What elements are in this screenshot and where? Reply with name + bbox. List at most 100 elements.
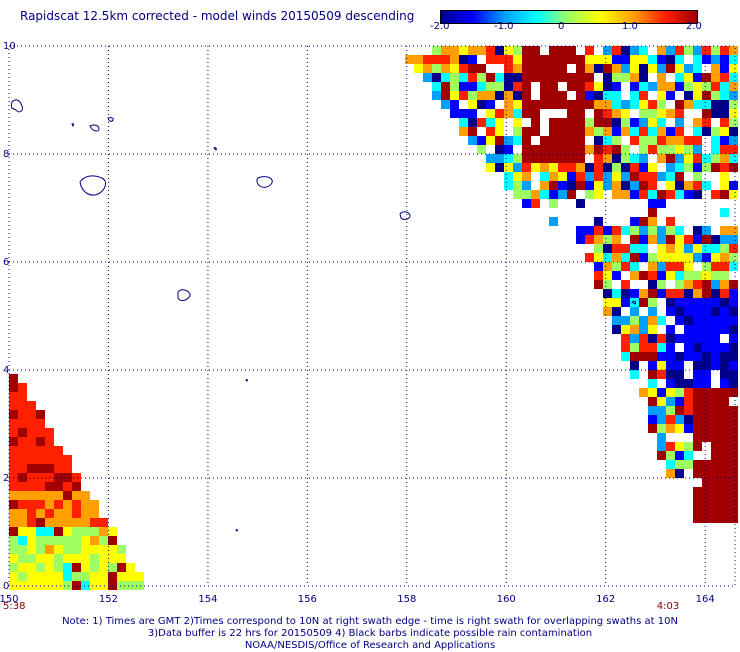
swath-pixel <box>612 289 621 298</box>
swath-pixel <box>54 446 63 455</box>
swath-pixel <box>9 509 18 518</box>
swath-pixel <box>711 163 720 172</box>
swath-pixel <box>729 361 738 370</box>
swath-pixel <box>477 73 486 82</box>
swath-pixel <box>99 536 108 545</box>
swath-pixel <box>594 280 603 289</box>
swath-pixel <box>108 572 117 581</box>
swath-pixel <box>9 428 18 437</box>
swath-pixel <box>18 455 27 464</box>
swath-pixel <box>108 563 117 572</box>
swath-pixel <box>477 46 486 55</box>
swath-pixel <box>585 127 594 136</box>
swath-pixel <box>684 280 693 289</box>
swath-pixel <box>504 136 513 145</box>
swath-pixel <box>666 379 675 388</box>
swath-pixel <box>702 235 711 244</box>
swath-pixel <box>567 100 576 109</box>
swath-pixel <box>99 527 108 536</box>
swath-pixel <box>684 343 693 352</box>
swath-pixel <box>702 514 711 523</box>
swath-pixel <box>9 410 18 419</box>
swath-pixel <box>450 55 459 64</box>
swath-pixel <box>621 163 630 172</box>
swath-pixel <box>693 415 702 424</box>
swath-pixel <box>594 154 603 163</box>
swath-pixel <box>666 253 675 262</box>
swath-pixel <box>675 271 684 280</box>
swath-pixel <box>576 91 585 100</box>
longitude-tick-label: 160 <box>497 594 516 605</box>
swath-pixel <box>27 554 36 563</box>
swath-pixel <box>639 226 648 235</box>
swath-pixel <box>585 46 594 55</box>
swath-pixel <box>540 136 549 145</box>
swath-pixel <box>711 91 720 100</box>
swath-pixel <box>594 145 603 154</box>
swath-pixel <box>576 235 585 244</box>
swath-pixel <box>468 46 477 55</box>
swath-pixel <box>9 464 18 473</box>
swath-pixel <box>657 91 666 100</box>
swath-pixel <box>711 397 720 406</box>
swath-pixel <box>648 388 657 397</box>
swath-pixel <box>558 136 567 145</box>
swath-pixel <box>666 127 675 136</box>
swath-pixel <box>666 55 675 64</box>
swath-pixel <box>36 473 45 482</box>
swath-pixel <box>585 226 594 235</box>
swath-pixel <box>90 518 99 527</box>
swath-pixel <box>558 73 567 82</box>
swath-pixel <box>45 455 54 464</box>
swath-pixel <box>450 100 459 109</box>
swath-pixel <box>648 82 657 91</box>
swath-pixel <box>720 307 729 316</box>
swath-pixel <box>720 118 729 127</box>
swath-pixel <box>612 190 621 199</box>
swath-pixel <box>531 154 540 163</box>
swath-pixel <box>711 136 720 145</box>
swath-pixel <box>495 109 504 118</box>
swath-pixel <box>702 91 711 100</box>
swath-pixel <box>45 563 54 572</box>
swath-pixel <box>666 406 675 415</box>
swath-pixel <box>9 554 18 563</box>
swath-pixel <box>666 136 675 145</box>
swath-pixel <box>711 154 720 163</box>
swath-pixel <box>72 473 81 482</box>
swath-pixel <box>675 361 684 370</box>
swath-pixel <box>657 172 666 181</box>
swath-pixel <box>720 397 729 406</box>
swath-pixel <box>648 343 657 352</box>
swath-pixel <box>657 145 666 154</box>
latitude-tick-label: 8 <box>3 149 9 160</box>
swath-pixel <box>639 343 648 352</box>
swath-pixel <box>711 127 720 136</box>
swath-pixel <box>621 325 630 334</box>
swath-pixel <box>729 136 738 145</box>
swath-pixel <box>612 235 621 244</box>
swath-pixel <box>18 410 27 419</box>
swath-pixel <box>36 464 45 473</box>
swath-pixel <box>711 244 720 253</box>
swath-pixel <box>9 545 18 554</box>
swath-pixel <box>702 433 711 442</box>
swath-pixel <box>648 127 657 136</box>
swath-pixel <box>27 527 36 536</box>
swath-pixel <box>27 500 36 509</box>
swath-pixel <box>441 64 450 73</box>
island-outline <box>256 176 273 188</box>
island-outline <box>89 124 100 132</box>
swath-pixel <box>711 388 720 397</box>
swath-pixel <box>693 325 702 334</box>
swath-pixel <box>648 55 657 64</box>
swath-pixel <box>675 316 684 325</box>
swath-pixel <box>27 536 36 545</box>
swath-pixel <box>549 136 558 145</box>
swath-pixel <box>9 527 18 536</box>
swath-pixel <box>648 280 657 289</box>
swath-pixel <box>657 136 666 145</box>
swath-pixel <box>549 127 558 136</box>
swath-pixel <box>36 554 45 563</box>
island-coastlines <box>10 99 637 532</box>
